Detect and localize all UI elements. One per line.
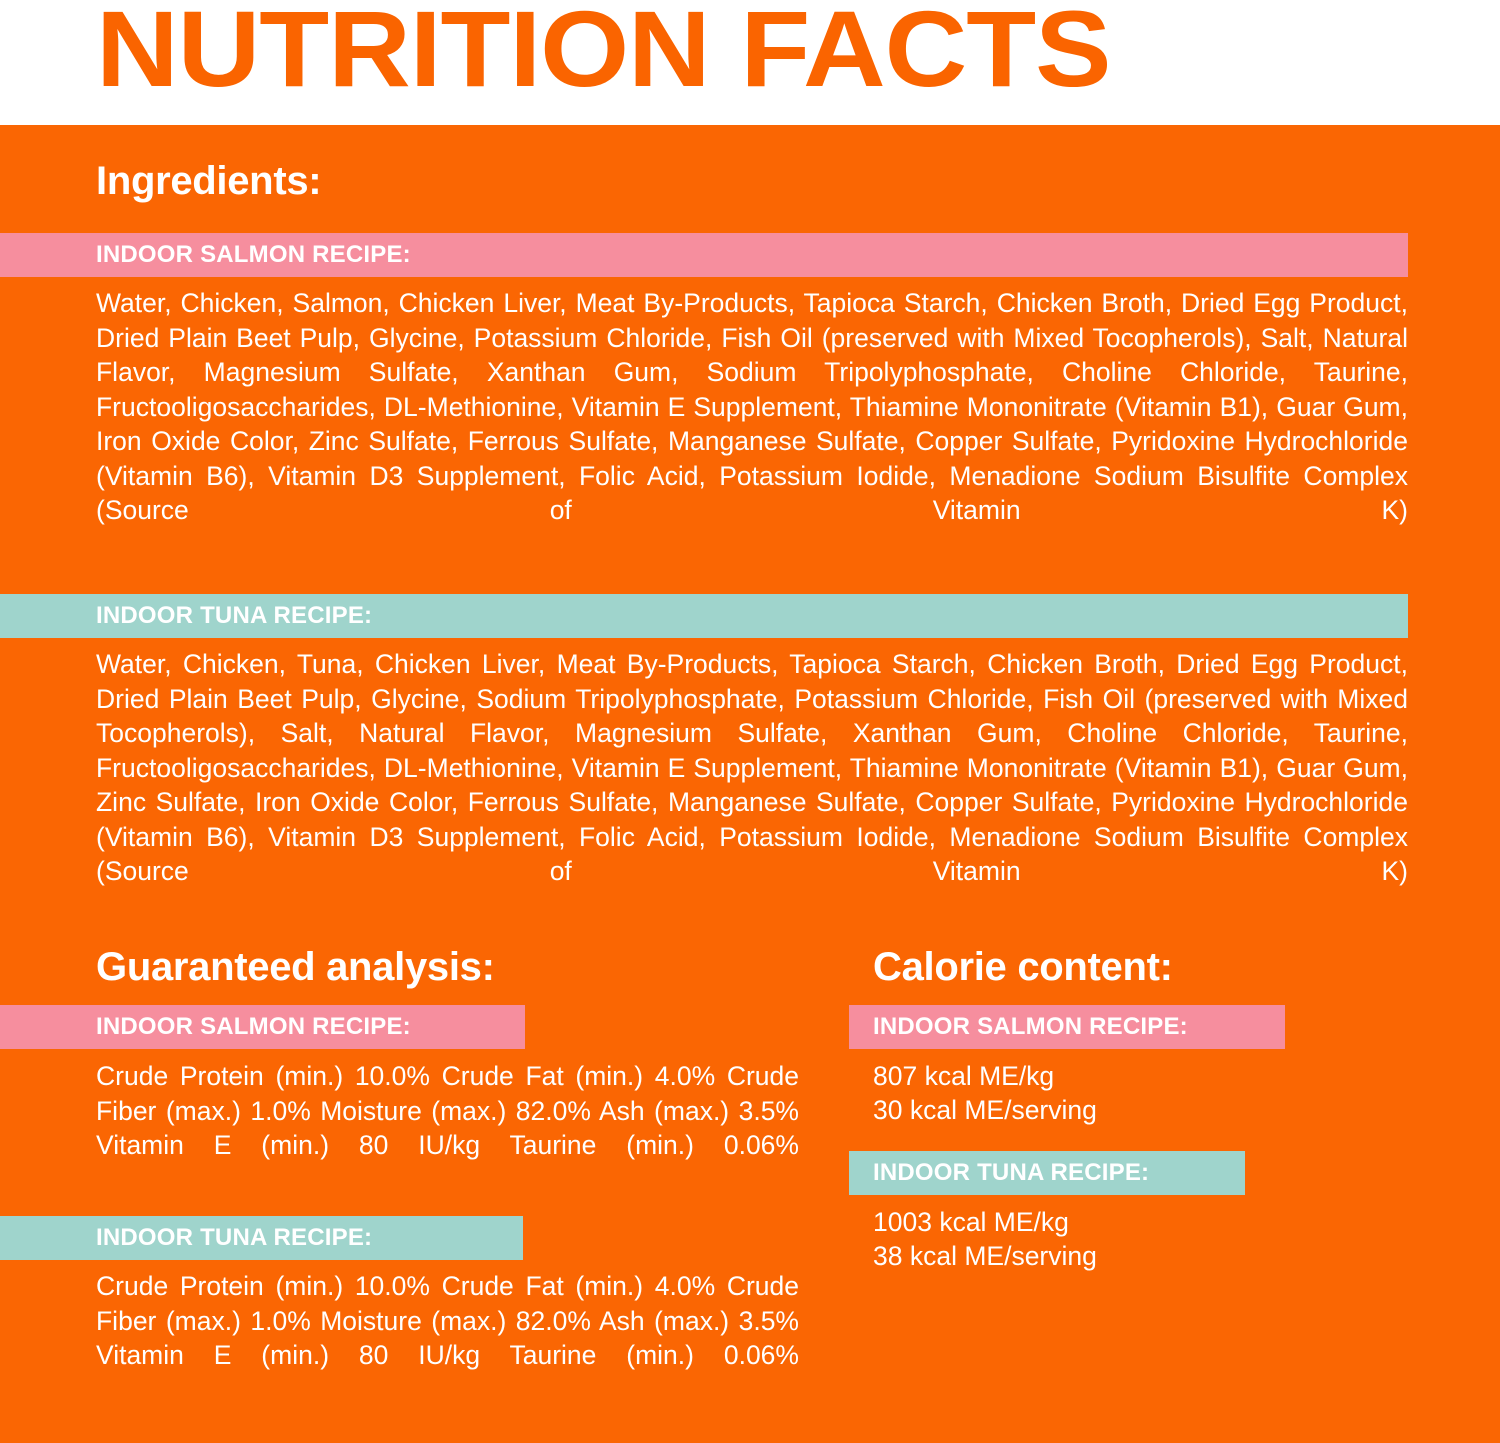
calorie-content-tuna-band: INDOOR TUNA RECIPE: xyxy=(849,1151,1245,1195)
title-band: NUTRITION FACTS xyxy=(0,0,1500,125)
ingredients-salmon-text: Water, Chicken, Salmon, Chicken Liver, M… xyxy=(96,288,1408,525)
calorie-content-salmon-per-serving: 30 kcal ME/serving xyxy=(873,1095,1097,1125)
guaranteed-analysis-heading: Guaranteed analysis: xyxy=(96,945,495,989)
calorie-content-tuna-per-serving: 38 kcal ME/serving xyxy=(873,1241,1097,1271)
guaranteed-analysis-salmon-band-label: INDOOR SALMON RECIPE: xyxy=(96,1013,411,1040)
calorie-content-tuna-per-kg: 1003 kcal ME/kg xyxy=(873,1207,1069,1237)
guaranteed-analysis-tuna-band-label: INDOOR TUNA RECIPE: xyxy=(96,1224,373,1251)
ingredients-heading: Ingredients: xyxy=(96,159,322,203)
ingredients-tuna-band-label: INDOOR TUNA RECIPE: xyxy=(96,602,373,629)
guaranteed-analysis-tuna-text: Crude Protein (min.) 10.0% Crude Fat (mi… xyxy=(96,1271,799,1370)
ingredients-salmon-band-label: INDOOR SALMON RECIPE: xyxy=(96,241,411,268)
guaranteed-analysis-tuna-band: INDOOR TUNA RECIPE: xyxy=(0,1216,523,1260)
calorie-content-tuna-band-label: INDOOR TUNA RECIPE: xyxy=(873,1159,1150,1186)
calorie-content-salmon-band-label: INDOOR SALMON RECIPE: xyxy=(873,1013,1188,1040)
ingredients-tuna-band: INDOOR TUNA RECIPE: xyxy=(0,594,1408,638)
calorie-content-salmon-band: INDOOR SALMON RECIPE: xyxy=(849,1005,1285,1049)
calorie-content-heading: Calorie content: xyxy=(873,945,1173,989)
page-title: NUTRITION FACTS xyxy=(96,0,1111,109)
ingredients-salmon-band: INDOOR SALMON RECIPE: xyxy=(0,233,1408,277)
ingredients-tuna-text: Water, Chicken, Tuna, Chicken Liver, Mea… xyxy=(96,649,1408,886)
guaranteed-analysis-salmon-text: Crude Protein (min.) 10.0% Crude Fat (mi… xyxy=(96,1061,799,1160)
guaranteed-analysis-salmon-band: INDOOR SALMON RECIPE: xyxy=(0,1005,525,1049)
calorie-content-salmon-per-kg: 807 kcal ME/kg xyxy=(873,1061,1055,1091)
